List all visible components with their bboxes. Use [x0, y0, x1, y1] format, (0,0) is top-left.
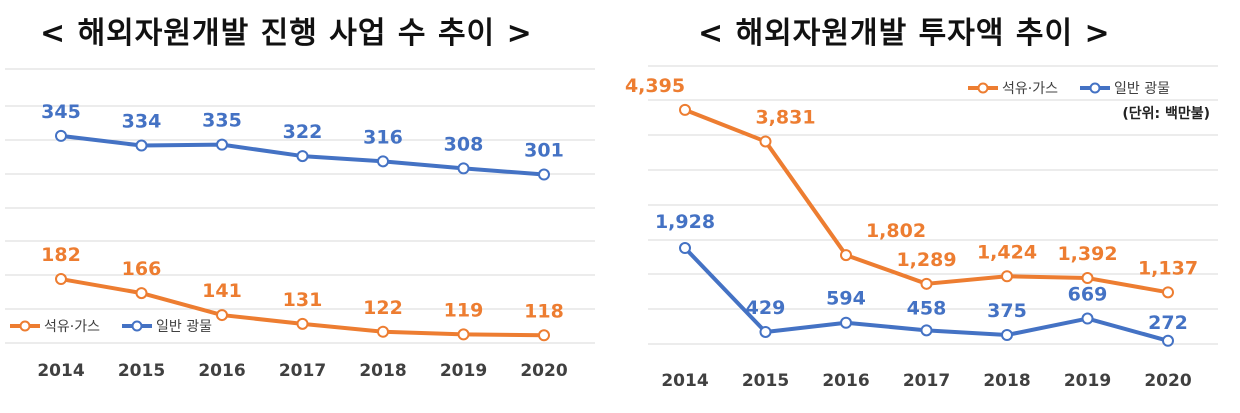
data-label: 669 [1068, 284, 1108, 306]
data-point [296, 150, 309, 163]
data-label: 458 [907, 297, 947, 319]
x-tick-label: 2019 [440, 361, 487, 381]
x-tick-label: 2015 [118, 361, 165, 381]
x-tick-label: 2017 [903, 371, 950, 391]
data-label: 119 [444, 299, 484, 321]
data-label: 1,289 [896, 249, 956, 271]
data-label: 272 [1148, 312, 1188, 334]
data-point [679, 242, 691, 255]
data-point [377, 325, 389, 338]
unit-note: (단위: 백만불) [1122, 105, 1210, 122]
data-label: 3,831 [755, 106, 815, 128]
data-point [759, 135, 772, 148]
data-point [296, 317, 309, 330]
data-label: 375 [987, 300, 1027, 322]
data-point [1001, 270, 1013, 283]
x-tick-label: 2020 [520, 361, 567, 381]
data-label: 122 [363, 297, 403, 319]
x-tick-label: 2016 [822, 371, 869, 391]
data-label: 1,424 [977, 241, 1037, 263]
x-tick-label: 2018 [359, 361, 406, 381]
right-line-chart: 2014 2015 2016 2017 2018 2019 2020 4,395 3,831 1,… [625, 65, 1218, 391]
x-tick-label: 2017 [279, 361, 326, 381]
data-label: 118 [524, 300, 564, 322]
x-tick-label: 2014 [661, 371, 708, 391]
data-point [55, 273, 67, 286]
data-label: 4,395 [625, 75, 685, 97]
legend-swatch-marker [19, 320, 31, 332]
left-chart-panel: < 해외자원개발 진행 사업 수 추이 > 2014 2015 2016 2017 20… [0, 0, 600, 413]
left-chart-title: < 해외자원개발 진행 사업 수 추이 > [40, 16, 533, 51]
data-point [1162, 334, 1174, 347]
data-label: 166 [122, 258, 162, 280]
data-point [920, 324, 933, 337]
data-point [840, 249, 852, 262]
data-point [377, 155, 389, 168]
legend-label: 석유·가스 [1002, 81, 1058, 97]
data-label: 141 [202, 280, 242, 302]
right-chart-title: < 해외자원개발 투자액 추이 > [698, 16, 1111, 51]
data-point [1081, 312, 1094, 325]
data-label: 1,928 [655, 211, 715, 233]
data-label: 429 [746, 297, 786, 319]
legend-label: 일반 광물 [1114, 81, 1170, 97]
left-line-chart: 2014 2015 2016 2017 2018 2019 2020 345 334 335 322… [5, 68, 595, 381]
data-label: 1,392 [1057, 243, 1117, 265]
x-tick-label: 2014 [37, 361, 84, 381]
legend-swatch-marker [131, 320, 143, 332]
data-point [840, 316, 852, 329]
legend-label: 일반 광물 [156, 319, 212, 335]
data-point [759, 325, 772, 338]
data-label: 1,137 [1138, 257, 1198, 279]
x-tick-label: 2016 [198, 361, 245, 381]
data-label: 301 [524, 140, 564, 162]
data-point [216, 138, 228, 151]
legend-swatch-marker [1089, 82, 1101, 94]
legend-swatch-marker [977, 82, 989, 94]
x-tick-label: 2020 [1144, 371, 1191, 391]
legend-label: 석유·가스 [44, 319, 100, 335]
data-point [55, 129, 67, 142]
data-point [538, 168, 550, 181]
data-label: 335 [202, 110, 242, 132]
x-tick-label: 2019 [1064, 371, 1111, 391]
x-tick-label: 2015 [742, 371, 789, 391]
data-point [920, 277, 933, 290]
x-tick-label: 2018 [983, 371, 1030, 391]
data-point [457, 162, 470, 175]
data-label: 594 [826, 288, 866, 310]
data-point [135, 139, 148, 152]
data-label: 131 [283, 289, 323, 311]
data-point [1081, 272, 1094, 285]
data-label: 316 [363, 126, 403, 148]
data-point [457, 328, 470, 341]
data-label: 308 [444, 133, 484, 155]
data-label: 182 [41, 244, 81, 266]
data-point [216, 309, 228, 322]
data-point [538, 329, 550, 342]
data-label: 345 [41, 101, 81, 123]
data-point [679, 103, 691, 116]
data-label: 1,802 [866, 220, 926, 242]
right-chart-panel: < 해외자원개발 투자액 추이 > 2014 2015 2016 2017 2018 20… [618, 0, 1240, 413]
data-point [1001, 329, 1013, 341]
data-point [135, 287, 148, 300]
data-label: 322 [283, 121, 323, 143]
data-point [1162, 286, 1174, 299]
data-label: 334 [122, 111, 162, 133]
